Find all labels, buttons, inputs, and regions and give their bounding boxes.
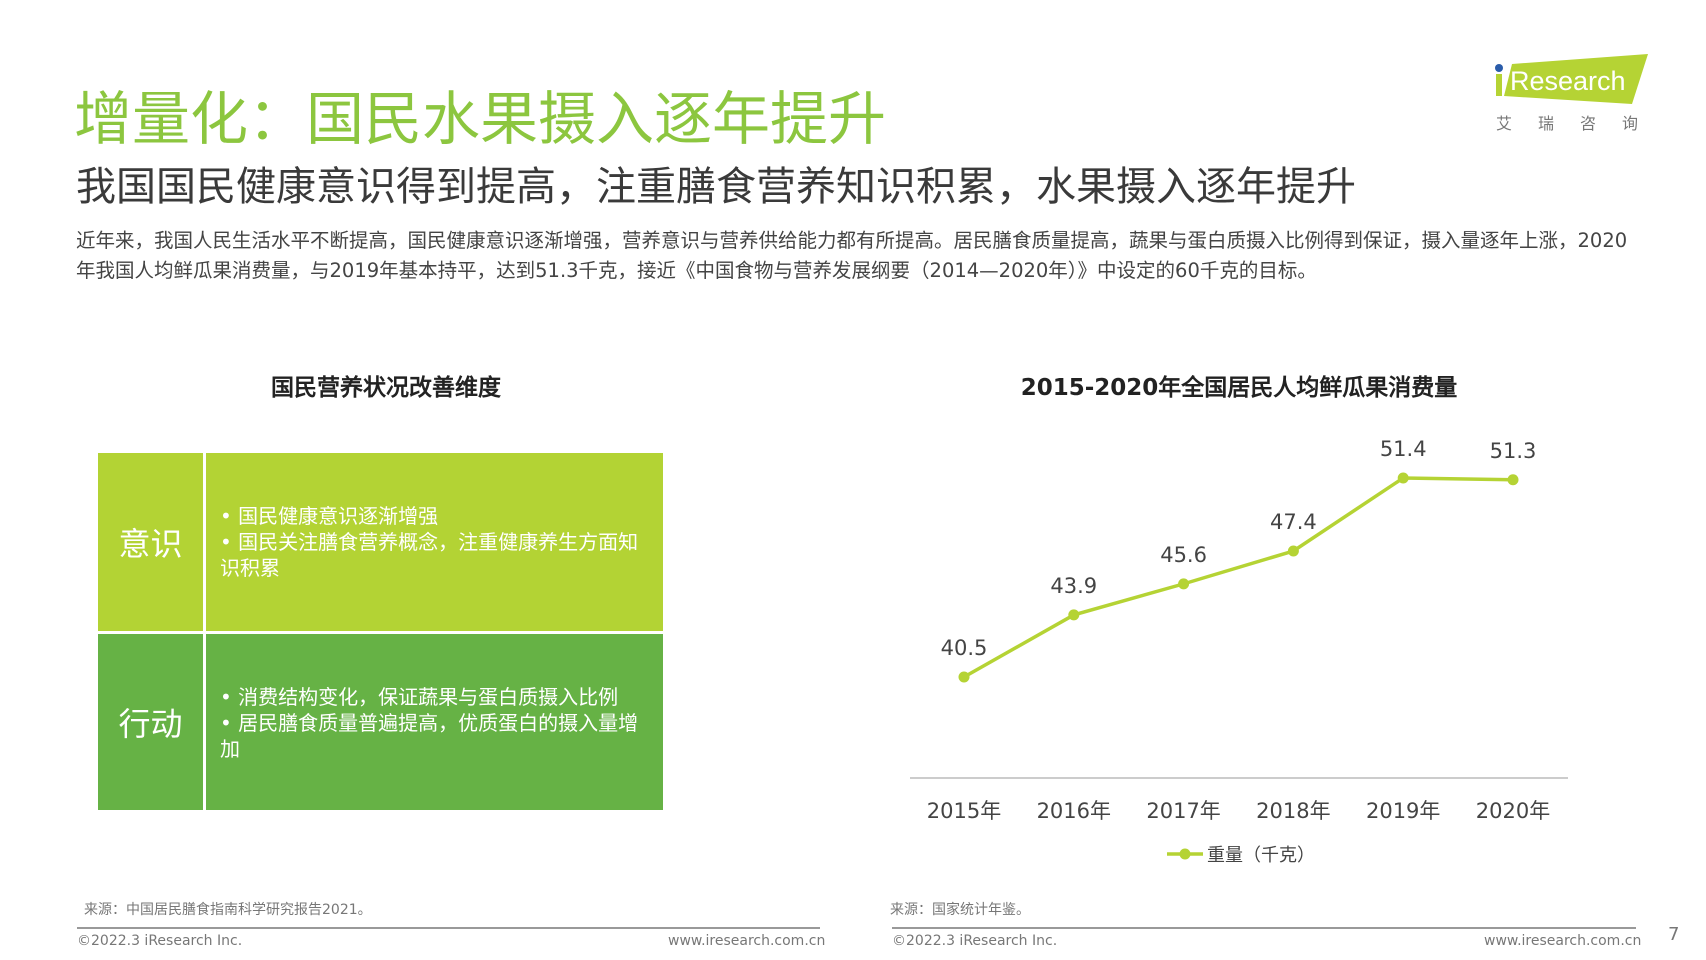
data-point bbox=[1178, 578, 1190, 590]
copyright: ©2022.3 iResearch Inc. bbox=[77, 933, 243, 949]
right-source: 来源：国家统计年鉴。 bbox=[890, 902, 1030, 918]
data-label: 47.4 bbox=[1270, 510, 1317, 534]
copyright: ©2022.3 iResearch Inc. bbox=[892, 933, 1058, 949]
data-point bbox=[1507, 474, 1519, 486]
dimension-row-action: 行动 • 消费结构变化，保证蔬果与蛋白质摄入比例 • 居民膳食质量普遍提高，优质蛋… bbox=[98, 634, 663, 810]
data-point bbox=[958, 671, 970, 683]
page-number: 7 bbox=[1668, 924, 1680, 945]
dimension-row-awareness: 意识 • 国民健康意识逐渐增强 • 国民关注膳食营养概念，注重健康养生方面知识积累 bbox=[98, 453, 663, 631]
bullet: • 消费结构变化，保证蔬果与蛋白质摄入比例 bbox=[220, 685, 619, 709]
data-point bbox=[1397, 472, 1409, 484]
x-tick-label: 2019年 bbox=[1366, 799, 1440, 823]
x-tick-label: 2020年 bbox=[1476, 799, 1550, 823]
left-source: 来源：中国居民膳食指南科学研究报告2021。 bbox=[84, 902, 372, 918]
divider bbox=[77, 927, 820, 929]
series-line bbox=[963, 476, 1514, 679]
data-point bbox=[1287, 545, 1299, 557]
x-tick-label: 2017年 bbox=[1146, 799, 1220, 823]
bullet: • 国民关注膳食营养概念，注重健康养生方面知识积累 bbox=[220, 530, 639, 580]
data-label: 43.9 bbox=[1050, 574, 1097, 598]
bullet: • 国民健康意识逐渐增强 bbox=[220, 504, 439, 528]
x-tick-label: 2016年 bbox=[1037, 799, 1111, 823]
data-label: 40.5 bbox=[941, 636, 988, 660]
data-point bbox=[1068, 609, 1080, 621]
svg-text:Research: Research bbox=[1510, 66, 1626, 96]
iresearch-logo: Research bbox=[1495, 54, 1648, 104]
left-heading: 国民营养状况改善维度 bbox=[271, 375, 501, 401]
data-label: 51.4 bbox=[1380, 437, 1427, 461]
intro-paragraph: 近年来，我国人民生活水平不断提高，国民健康意识逐渐增强，营养意识与营养供给能力都… bbox=[76, 229, 1628, 282]
chart-title: 2015-2020年全国居民人均鲜瓜果消费量 bbox=[1020, 375, 1458, 401]
data-label: 51.3 bbox=[1490, 439, 1537, 463]
divider bbox=[892, 927, 1636, 929]
data-label: 45.6 bbox=[1160, 543, 1207, 567]
row-label: 意识 bbox=[98, 453, 206, 631]
legend-marker bbox=[1179, 848, 1191, 860]
website-link[interactable]: www.iresearch.com.cn bbox=[668, 933, 826, 949]
bullet: • 居民膳食质量普遍提高，优质蛋白的摄入量增加 bbox=[220, 711, 639, 761]
x-tick-label: 2018年 bbox=[1256, 799, 1330, 823]
website-link[interactable]: www.iresearch.com.cn bbox=[1484, 933, 1642, 949]
logo-chinese-text: 艾瑞咨询 bbox=[1496, 114, 1665, 133]
row-label: 行动 bbox=[98, 634, 206, 810]
page-title: 增量化：国民水果摄入逐年提升 bbox=[74, 85, 887, 153]
page-subtitle: 我国国民健康意识得到提高，注重膳食营养知识积累，水果摄入逐年提升 bbox=[76, 164, 1356, 210]
row-text: • 消费结构变化，保证蔬果与蛋白质摄入比例 • 居民膳食质量普遍提高，优质蛋白的摄… bbox=[206, 634, 663, 810]
x-tick-label: 2015年 bbox=[927, 799, 1001, 823]
legend-label: 重量（千克） bbox=[1207, 845, 1315, 866]
row-text: • 国民健康意识逐渐增强 • 国民关注膳食营养概念，注重健康养生方面知识积累 bbox=[206, 453, 663, 631]
